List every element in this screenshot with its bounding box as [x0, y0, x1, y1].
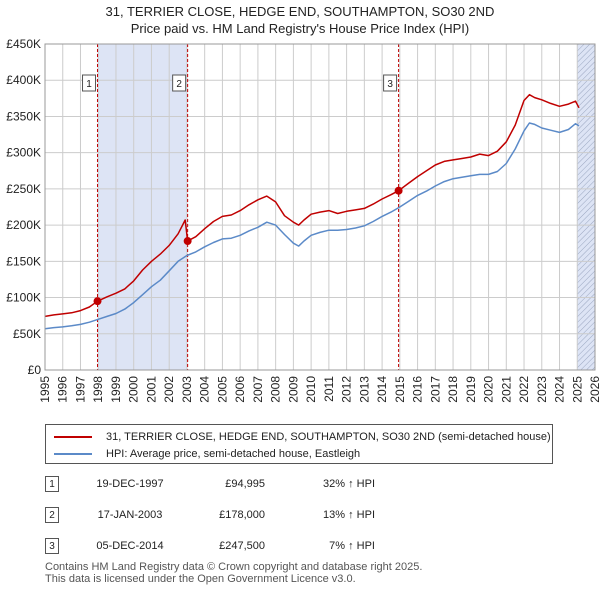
- y-tick-label: £150K: [6, 254, 41, 268]
- x-tick-label: 2013: [357, 376, 371, 403]
- y-tick-label: £300K: [6, 146, 41, 160]
- x-tick-label: 2000: [127, 376, 141, 403]
- marker-label: 3: [387, 79, 393, 90]
- hpi-series-line: [44, 122, 580, 330]
- x-tick-label: 2020: [482, 376, 496, 403]
- x-tick-label: 2011: [322, 376, 336, 402]
- x-tick-label: 2021: [499, 376, 513, 403]
- plot-frame: [44, 43, 596, 371]
- forecast-hatch: [577, 44, 595, 370]
- transaction-hpi-change: 13% ↑ HPI: [323, 509, 375, 521]
- x-tick-label: 2025: [570, 376, 584, 403]
- legend-swatch-price: [54, 436, 92, 438]
- x-tick-label: 2005: [215, 376, 229, 403]
- transaction-number: 1: [45, 476, 59, 492]
- y-tick-label: £400K: [6, 73, 41, 87]
- x-tick-label: 2008: [269, 376, 283, 403]
- transaction-date: 19-DEC-1997: [96, 478, 164, 490]
- x-tick-label: 2009: [286, 376, 300, 403]
- transaction-row: 2 17-JAN-2003 £178,000 13% ↑ HPI: [0, 507, 600, 527]
- transaction-row: 1 19-DEC-1997 £94,995 32% ↑ HPI: [0, 476, 600, 496]
- shaded-span: [97, 44, 188, 370]
- legend-item-hpi: HPI: Average price, semi-detached house,…: [54, 446, 360, 462]
- x-tick-label: 2015: [393, 376, 407, 403]
- y-tick-label: £450K: [6, 37, 41, 51]
- x-tick-label: 2017: [428, 376, 442, 403]
- transaction-number: 3: [45, 538, 59, 554]
- x-tick-label: 2001: [144, 376, 158, 403]
- footer-licence: This data is licensed under the Open Gov…: [45, 573, 356, 585]
- transaction-price: £178,000: [219, 509, 265, 521]
- chart-title-address: 31, TERRIER CLOSE, HEDGE END, SOUTHAMPTO…: [105, 4, 495, 19]
- x-tick-label: 1996: [56, 376, 70, 403]
- marker-label: 1: [86, 79, 92, 90]
- y-tick-label: £250K: [6, 182, 41, 196]
- transaction-price: £247,500: [219, 540, 265, 552]
- x-tick-label: 2006: [233, 376, 247, 403]
- sale-point: [394, 186, 403, 195]
- transaction-date: 17-JAN-2003: [97, 509, 163, 521]
- x-tick-label: 1998: [91, 376, 105, 403]
- x-tick-label: 2019: [464, 376, 478, 403]
- footer-copyright: Contains HM Land Registry data © Crown c…: [45, 561, 423, 573]
- y-tick-label: £100K: [6, 291, 41, 305]
- marker-box: [82, 74, 97, 92]
- x-tick-label: 1995: [38, 376, 52, 403]
- x-tick-label: 1999: [109, 376, 123, 403]
- chart-subtitle: Price paid vs. HM Land Registry's House …: [130, 21, 470, 36]
- x-tick-label: 2026: [588, 376, 600, 403]
- x-tick-label: 2003: [180, 376, 194, 403]
- y-tick-label: £200K: [6, 218, 41, 232]
- transaction-row: 3 05-DEC-2014 £247,500 7% ↑ HPI: [0, 538, 600, 558]
- marker-label: 2: [176, 79, 182, 90]
- legend-item-price: 31, TERRIER CLOSE, HEDGE END, SOUTHAMPTO…: [54, 429, 551, 445]
- y-tick-label: £0: [28, 363, 42, 377]
- transaction-hpi-change: 32% ↑ HPI: [323, 478, 375, 490]
- y-tick-label: £350K: [6, 109, 41, 123]
- y-tick-label: £50K: [13, 327, 41, 341]
- marker-box: [172, 74, 187, 92]
- price-series-line: [44, 93, 580, 318]
- transaction-number: 2: [45, 507, 59, 523]
- legend-label-price: 31, TERRIER CLOSE, HEDGE END, SOUTHAMPTO…: [106, 431, 551, 443]
- legend-label-hpi: HPI: Average price, semi-detached house,…: [106, 448, 361, 460]
- x-tick-label: 2024: [553, 376, 567, 403]
- x-tick-label: 2010: [304, 376, 318, 403]
- x-tick-label: 2023: [535, 376, 549, 403]
- x-tick-label: 2022: [517, 376, 531, 403]
- x-tick-label: 2014: [375, 376, 389, 403]
- x-tick-label: 2016: [411, 376, 425, 403]
- transaction-hpi-change: 7% ↑ HPI: [329, 540, 375, 552]
- chart-legend: 31, TERRIER CLOSE, HEDGE END, SOUTHAMPTO…: [45, 424, 553, 464]
- sale-point: [93, 297, 102, 306]
- transaction-date: 05-DEC-2014: [96, 540, 164, 552]
- x-tick-label: 2007: [251, 376, 265, 403]
- marker-box: [383, 74, 398, 92]
- sale-point: [183, 237, 192, 246]
- x-tick-label: 2002: [162, 376, 176, 403]
- legend-swatch-hpi: [54, 453, 92, 455]
- x-tick-label: 2018: [446, 376, 460, 403]
- price-chart: 1 2 3 £0 £50K £100K £150K £200K £250K £300K £350K…: [6, 37, 600, 403]
- x-tick-label: 2012: [340, 376, 354, 403]
- transaction-price: £94,995: [225, 478, 265, 490]
- x-tick-label: 1997: [73, 376, 87, 403]
- x-tick-label: 2004: [198, 376, 212, 403]
